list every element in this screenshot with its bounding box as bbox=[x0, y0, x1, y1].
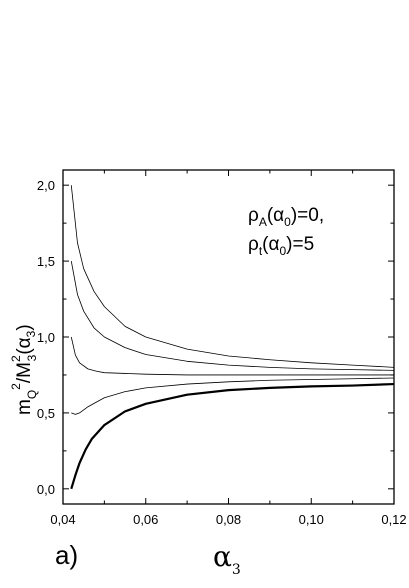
axis-ticks bbox=[62, 170, 395, 504]
curve-2 bbox=[70, 261, 395, 371]
x-tick-label: 0,12 bbox=[381, 512, 406, 527]
x-axis-label: α3 bbox=[213, 540, 241, 578]
annotation-line-1: ρA(α0)=0, bbox=[248, 205, 324, 229]
y-tick-label: 2,0 bbox=[37, 178, 55, 193]
plot-frame bbox=[62, 169, 395, 505]
x-tick-label: 0,08 bbox=[216, 512, 241, 527]
y-tick-label: 0,0 bbox=[37, 482, 55, 497]
annotation-line-2: ρt(α0)=5 bbox=[248, 234, 314, 258]
curve-5 bbox=[70, 382, 395, 490]
y-tick-label: 1,0 bbox=[37, 330, 55, 345]
x-tick-label: 0,04 bbox=[50, 512, 75, 527]
x-tick-label: 0,06 bbox=[133, 512, 158, 527]
curve-1 bbox=[70, 185, 395, 368]
curve-4 bbox=[71, 377, 395, 415]
y-axis-label: mQ2/M2 3(α3) bbox=[9, 324, 39, 415]
curves bbox=[70, 185, 395, 490]
y-tick-label: 0,5 bbox=[37, 406, 55, 421]
y-tick-label: 1,5 bbox=[37, 254, 55, 269]
curve-3 bbox=[70, 336, 394, 376]
axis-tick-labels: 0,04 0,06 0,08 0,10 0,12 0,0 0,5 1,0 1,5 2,0 bbox=[37, 178, 407, 527]
panel-label: a) bbox=[55, 540, 78, 570]
x-tick-label: 0,10 bbox=[299, 512, 324, 527]
